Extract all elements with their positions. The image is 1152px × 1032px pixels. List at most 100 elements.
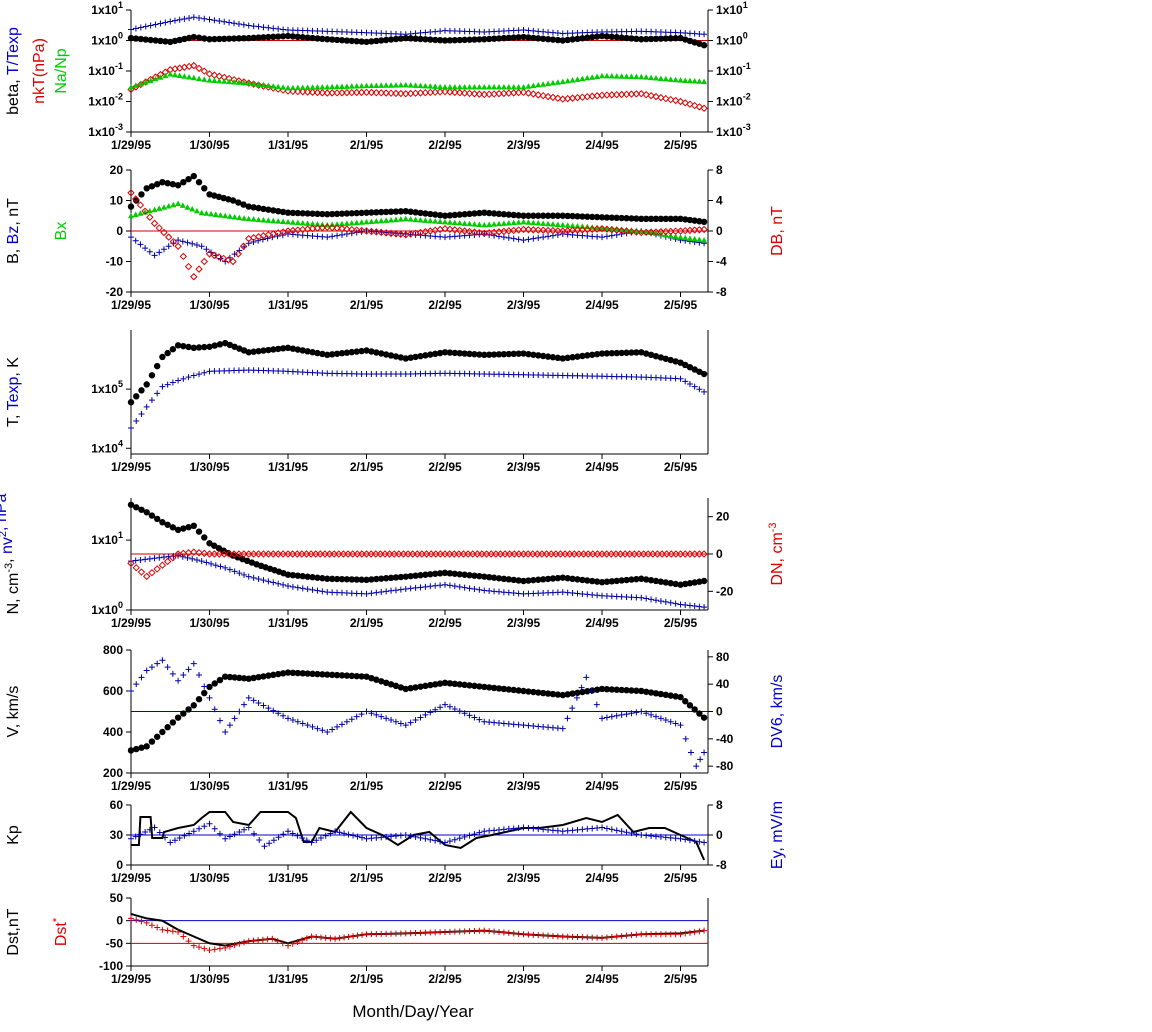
data-point xyxy=(608,232,615,239)
data-point xyxy=(245,550,253,558)
data-point xyxy=(368,348,375,355)
data-point xyxy=(427,36,434,43)
data-point xyxy=(255,204,262,212)
data-point xyxy=(200,549,208,558)
data-point xyxy=(299,720,306,727)
data-point xyxy=(686,602,693,609)
data-point xyxy=(549,221,556,227)
data-point xyxy=(284,344,292,352)
x-tick-label: 2/2/95 xyxy=(428,972,462,986)
data-point xyxy=(402,81,409,88)
data-point xyxy=(422,583,429,590)
data-point xyxy=(201,945,208,952)
x-tick-label: 2/4/95 xyxy=(585,779,619,793)
data-point xyxy=(696,928,703,935)
data-point xyxy=(175,200,182,207)
data-point xyxy=(383,588,390,595)
data-point xyxy=(608,214,616,221)
data-point xyxy=(456,708,463,715)
data-point xyxy=(294,346,302,353)
data-point xyxy=(519,225,528,234)
data-point xyxy=(279,33,287,40)
data-point xyxy=(193,242,200,249)
data-point xyxy=(215,550,224,558)
data-point xyxy=(270,33,277,41)
data-point xyxy=(348,225,356,234)
data-point xyxy=(476,209,483,217)
data-point xyxy=(353,348,360,355)
data-point xyxy=(338,83,345,89)
data-point xyxy=(417,216,424,223)
x-tick-label: 2/1/95 xyxy=(350,298,384,312)
data-point xyxy=(265,33,272,41)
x-tick-label: 2/3/95 xyxy=(507,298,541,312)
data-point xyxy=(515,350,522,357)
data-point xyxy=(284,209,292,216)
data-point xyxy=(412,717,419,724)
data-point xyxy=(357,88,366,97)
data-point xyxy=(137,241,144,248)
data-point xyxy=(456,583,463,590)
data-point xyxy=(432,350,439,358)
y2-axis-title: DN, cm-3 xyxy=(767,522,786,585)
panels-group: 1/29/95 1/30/95 1/31/95 2/1/95 2/2/95 2/3/95 2… xyxy=(0,0,786,986)
data-point xyxy=(164,349,171,357)
data-point xyxy=(436,211,444,219)
data-point xyxy=(515,577,522,584)
data-point xyxy=(235,35,243,42)
data-point xyxy=(481,209,488,216)
data-point xyxy=(160,228,168,237)
data-point xyxy=(530,576,537,584)
data-point xyxy=(652,215,660,222)
data-point xyxy=(169,237,178,246)
data-point xyxy=(211,946,218,953)
data-point xyxy=(353,209,360,217)
data-point xyxy=(201,343,208,351)
data-point xyxy=(529,226,538,234)
series-line xyxy=(130,912,705,947)
data-point xyxy=(211,35,218,43)
data-point xyxy=(143,667,150,674)
data-point xyxy=(471,351,478,358)
data-point xyxy=(476,351,483,358)
data-point xyxy=(392,208,400,215)
data-point xyxy=(363,590,370,597)
data-point xyxy=(510,350,517,358)
data-point xyxy=(643,710,650,717)
data-point xyxy=(230,550,238,558)
data-point xyxy=(169,670,176,677)
data-point xyxy=(141,207,149,215)
data-point xyxy=(343,672,351,679)
data-point xyxy=(608,350,616,357)
data-point xyxy=(269,234,276,241)
data-point xyxy=(549,226,557,235)
data-point xyxy=(476,683,483,690)
data-point xyxy=(594,73,601,79)
data-point xyxy=(294,938,301,945)
x-tick-label: 1/30/95 xyxy=(189,779,229,793)
data-point xyxy=(162,19,169,26)
data-point xyxy=(304,586,311,593)
data-point xyxy=(169,181,177,188)
data-point xyxy=(250,574,257,581)
data-point xyxy=(319,588,326,595)
data-point xyxy=(148,664,155,671)
data-point xyxy=(260,347,267,354)
data-point xyxy=(633,349,640,356)
data-point xyxy=(451,680,459,688)
data-point xyxy=(695,103,704,111)
data-point xyxy=(446,225,454,233)
data-point xyxy=(289,219,296,225)
data-point xyxy=(633,709,640,716)
data-point xyxy=(220,550,228,558)
data-point xyxy=(579,352,586,360)
data-point xyxy=(377,89,385,97)
data-point xyxy=(313,88,322,97)
data-point xyxy=(461,584,468,591)
data-point xyxy=(456,350,463,357)
data-point xyxy=(407,585,414,592)
data-point xyxy=(490,35,498,42)
data-point xyxy=(485,573,493,581)
data-point xyxy=(475,229,484,237)
data-point xyxy=(368,576,375,583)
